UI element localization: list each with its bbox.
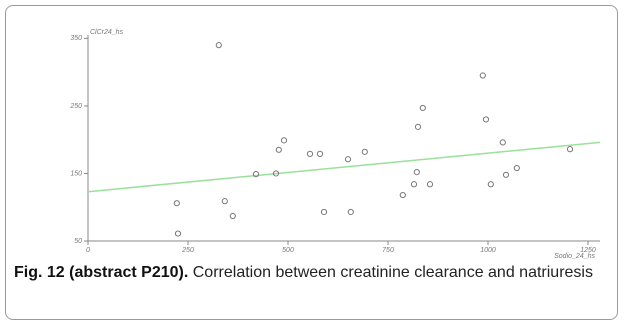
data-point (361, 148, 368, 155)
data-point (479, 72, 486, 79)
data-point (280, 137, 288, 144)
x-tick-label: 750 (382, 247, 394, 254)
y-tick-label: 150 (70, 170, 82, 177)
data-point (275, 146, 282, 153)
data-point (502, 171, 510, 178)
caption-label: Fig. 12 (abstract P210). (14, 264, 189, 281)
data-point (229, 212, 236, 220)
data-point (174, 230, 182, 237)
y-tick-label: 50 (74, 238, 82, 245)
chart: ClCr24_hs Sodio_24_hs 50 150 250 350 0 250 500… (69, 29, 601, 260)
y-axis-title: ClCr24_hs (90, 29, 124, 36)
data-point (344, 156, 352, 163)
y-tick-label: 250 (69, 103, 82, 110)
trend-line (87, 141, 601, 193)
data-point (173, 200, 180, 207)
data-point (320, 208, 328, 216)
x-tick-label: 1000 (480, 247, 496, 254)
x-axis-title: Sodio_24_hs (554, 253, 595, 260)
data-point (566, 146, 574, 153)
y-tick-label: 350 (70, 35, 82, 42)
data-point (316, 150, 324, 157)
data-point (419, 104, 426, 112)
data-point (215, 42, 222, 49)
data-point (272, 170, 280, 177)
data-point (221, 198, 228, 205)
data-point (499, 139, 506, 146)
data-point (426, 181, 434, 188)
caption-text: Correlation between creatinine clearance… (192, 264, 593, 281)
data-point (252, 171, 260, 178)
data-point (413, 169, 420, 176)
caption: Fig. 12 (abstract P210). Correlation bet… (14, 262, 594, 284)
data-point (482, 116, 490, 123)
x-tick-label: 250 (181, 247, 194, 254)
figure-card (5, 5, 618, 320)
data-point (347, 208, 354, 216)
x-tick-label: 1250 (580, 247, 596, 254)
data-point (487, 181, 494, 188)
data-point (414, 123, 422, 130)
data-point (410, 181, 418, 188)
data-point (306, 150, 314, 157)
data-point (513, 164, 520, 172)
data-point (399, 191, 406, 199)
x-tick-label: 500 (282, 247, 294, 254)
x-tick-label: 0 (86, 247, 90, 254)
